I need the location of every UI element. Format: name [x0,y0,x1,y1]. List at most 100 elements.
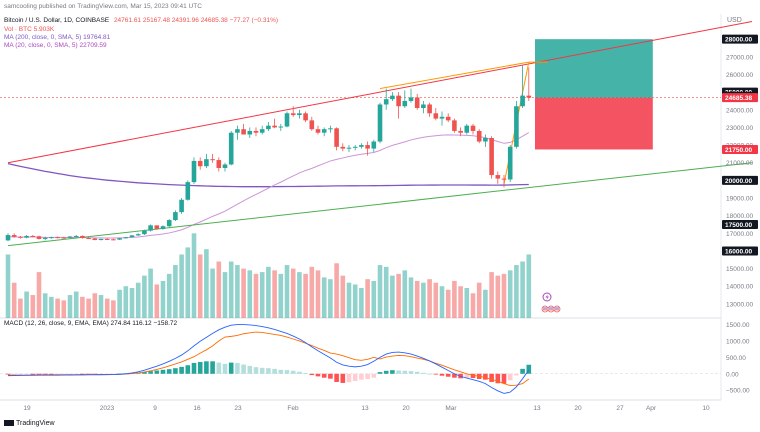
volume-bar [86,298,91,318]
candle-body [445,116,451,121]
candle-body [297,113,302,116]
price-tag-bg [722,246,758,256]
macd-histogram-bar [290,370,296,374]
candle-body [55,237,60,239]
candle-body [371,141,377,149]
volume-bar [309,266,315,318]
candle-body [92,238,98,240]
candle-body [408,97,414,101]
flag-stripe-icon [549,309,553,311]
candle-body [514,106,519,147]
macd-histogram-bar [142,371,147,374]
ma20-legend: MA (20, close, 0, SMA, 5) 22709.59 [4,42,107,49]
candle-body [123,237,129,239]
macd-histogram-bar [11,373,17,375]
volume-bar [495,275,501,318]
candle-body [49,237,54,239]
candle-body [210,159,215,161]
time-tick-label: 20 [574,405,582,412]
candle-body [129,235,135,238]
volume-bar [278,273,284,318]
macd-line [7,324,530,394]
volume-bar [371,280,377,318]
price-tick-label: 21000.00 [726,160,753,167]
volume-bar [328,279,333,318]
volume-bar [303,273,308,318]
volume-bar [396,273,401,318]
candle-body [520,95,525,107]
candle-body [278,126,284,128]
macd-histogram-bar [371,373,377,378]
candles [5,65,532,242]
macd-histogram-bar [507,373,513,381]
macd-histogram-bar [383,370,389,374]
volume-bar [228,261,234,318]
volume-bar [452,280,457,318]
macd-histogram-bar [228,362,234,374]
volume-bars [5,233,532,318]
economic-event-flag-icon [547,305,555,313]
time-tick-label: 20 [402,405,410,412]
macd-histogram-bar [303,373,308,374]
candle-body [30,235,36,237]
flag-stripe-icon [543,307,547,309]
macd-tick-label: 1000.00 [726,338,750,345]
macd-histogram-bar [30,373,36,375]
candle-body [272,125,277,128]
ohlc-values: 24761.61 25167.48 24391.96 24685.38 −77.… [113,17,279,24]
volume-bar [204,249,209,318]
flag-stripe-icon [555,307,559,309]
macd-histogram-bar [284,370,290,374]
candle-body [173,212,178,221]
volume-bar [129,288,135,318]
time-tick-label: 13 [533,405,541,412]
volume-bar [321,277,327,318]
candle-body [216,160,222,168]
volume-bar [383,266,389,318]
volume-bar [123,286,129,318]
macd-histogram-bar [359,373,364,380]
macd-histogram-bar [216,362,222,374]
volume-bar [340,275,346,318]
candle-body [228,132,234,165]
volume-bar [191,233,197,318]
macd-histogram-bar [173,368,178,374]
volume-bar [433,282,439,318]
time-tick-label: 27 [616,405,624,412]
macd-legend: MACD (12, 26, close, 9, EMA, EMA) 274.84… [4,320,178,327]
macd-histogram-bar [396,370,401,374]
volume-bar [266,266,271,318]
macd-histogram-bar [154,370,160,374]
macd-tick-label: 0.00 [726,371,739,378]
macd-histogram-bar [73,373,79,375]
candle-body [98,238,104,240]
volume-bar [445,289,451,318]
volume-bar [520,261,525,318]
price-axis: USD27000.0026000.0024000.0023000.0022000… [722,17,758,395]
candle-body [5,235,11,241]
macd-histogram-bar [377,372,383,374]
volume-bar [470,293,476,318]
macd-histogram-bar [408,371,414,374]
price-axis-title: USD [727,17,742,24]
macd-histogram-bar [414,371,420,374]
candle-body [328,128,333,130]
candle-body [73,235,79,237]
macd-histogram-bar [241,364,246,374]
volume-bar [222,272,228,318]
candle-body [191,160,197,183]
candle-body [464,125,470,133]
volume-bar [259,272,265,318]
candle-body [495,175,501,179]
pattern-line-1 [379,61,529,90]
macd-histogram-bar [253,367,259,374]
volume-bar [253,273,259,318]
candle-body [284,113,290,127]
time-tick-label: 2023 [100,405,115,412]
tradingview-brand: TradingView [4,420,55,427]
time-tick-label: 19 [23,405,31,412]
macd-histogram-bar [148,371,153,374]
symbol-legend: Bitcoin / U.S. Dollar, 1D, COINBASE 2476… [4,17,281,24]
volume-bar [80,296,85,318]
